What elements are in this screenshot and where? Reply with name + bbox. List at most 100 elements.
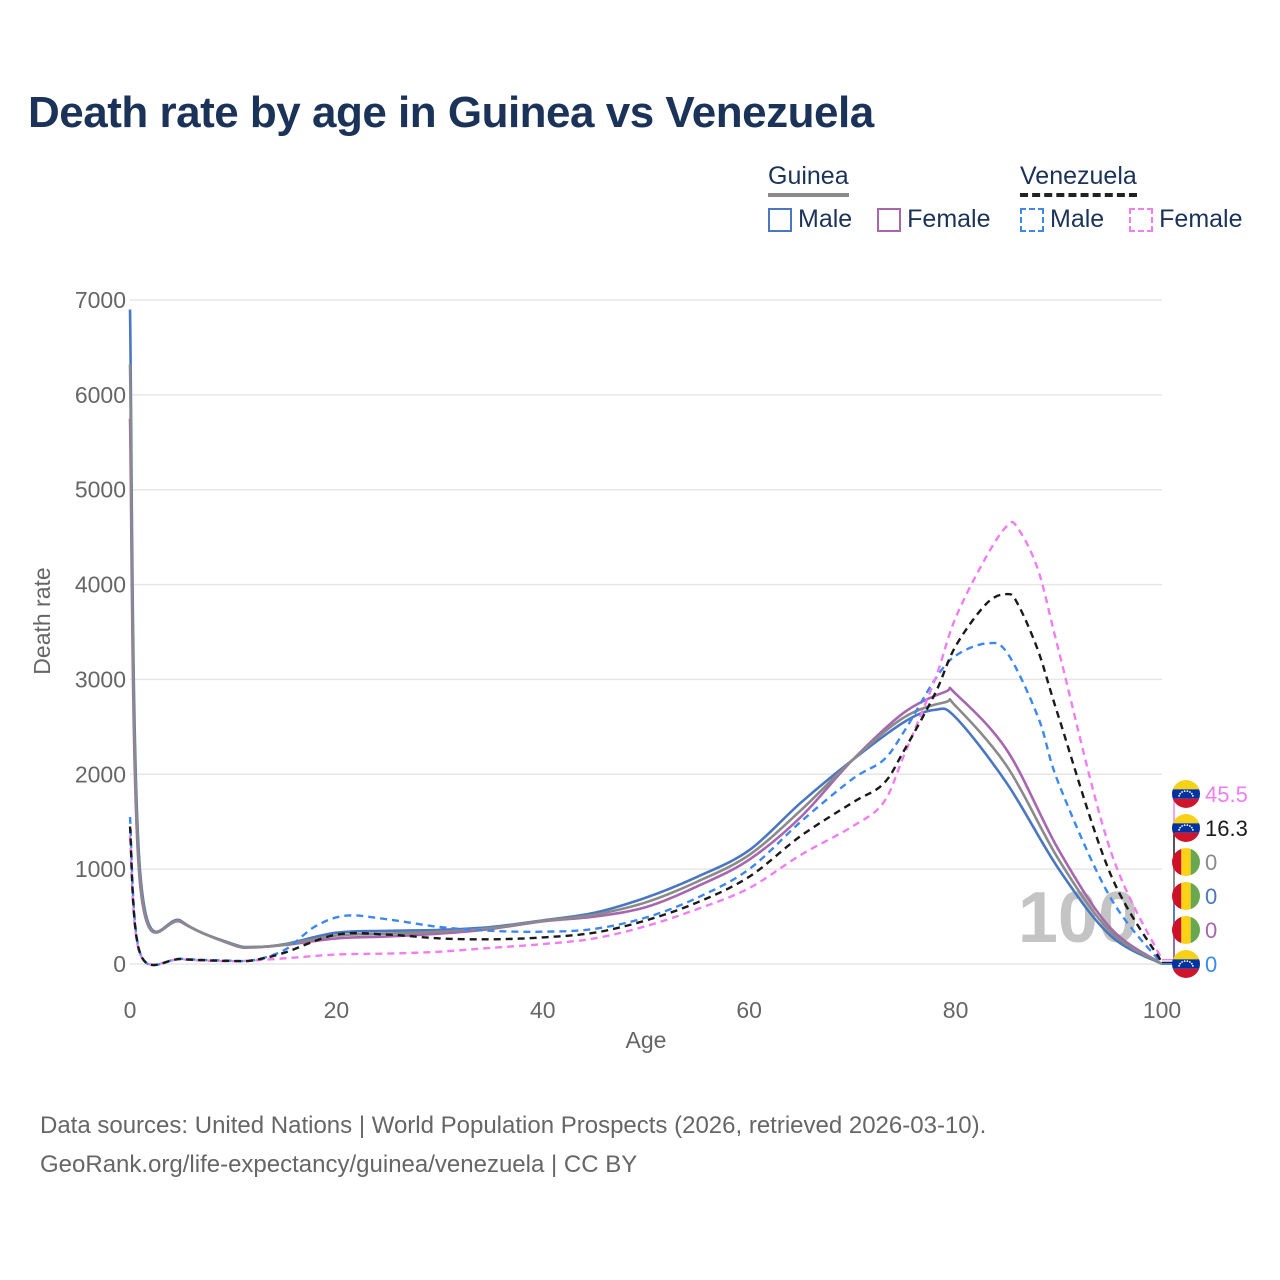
series-line-venezuela[interactable] xyxy=(128,592,1164,967)
legend-guinea-female-text: Female xyxy=(907,205,991,233)
footer-url[interactable]: GeoRank.org/life-expectancy/guinea/venez… xyxy=(40,1151,638,1178)
series-line-venezuela-male[interactable] xyxy=(128,641,1163,967)
y-tick-label: 6000 xyxy=(75,382,126,408)
flag-stripe-green xyxy=(1190,848,1200,876)
flag-star xyxy=(1179,792,1182,795)
legend-venezuela-text: Venezuela xyxy=(1020,162,1137,190)
legend-venezuela-label[interactable]: Venezuela xyxy=(1020,162,1137,197)
axes: Death rate Age 0100020003000400050006000… xyxy=(29,287,1181,1053)
legend-guinea-male-swatch xyxy=(768,207,792,232)
flag-star xyxy=(1190,962,1193,965)
series-line-guinea-female[interactable] xyxy=(128,418,1163,966)
flag-stripe-yellow xyxy=(1181,882,1191,910)
venezuela-flag-icon xyxy=(1172,950,1200,978)
flag-body xyxy=(1172,882,1200,910)
flag-star xyxy=(1181,825,1184,827)
legend-venezuela-line xyxy=(1020,193,1137,197)
x-tick-label: 20 xyxy=(324,997,350,1023)
legend-venezuela-female[interactable]: Female xyxy=(1129,205,1243,234)
flag-stripe-yellow xyxy=(1172,780,1200,790)
flag-star xyxy=(1183,824,1186,827)
flag-star xyxy=(1183,960,1186,963)
flag-stripe-yellow xyxy=(1172,814,1200,824)
flag-body xyxy=(1172,950,1200,978)
flag-stripe-red xyxy=(1172,798,1200,808)
flag-stripe-red xyxy=(1172,882,1182,910)
end-labels: 45.5 16.3 0 0 0 0 xyxy=(1162,780,1248,978)
guinea-flag-icon xyxy=(1172,882,1200,910)
end-label-value: 45.5 xyxy=(1205,782,1248,807)
flag-stripe-red xyxy=(1172,832,1200,842)
series-line-guinea-male[interactable] xyxy=(128,309,1163,966)
footer: Data sources: United Nations | World Pop… xyxy=(40,1106,986,1184)
footer-source: Data sources: United Nations | World Pop… xyxy=(40,1112,987,1139)
x-tick-label: 60 xyxy=(736,997,762,1023)
legend-venezuela-male[interactable]: Male xyxy=(1020,205,1104,234)
flag-star xyxy=(1188,825,1191,827)
flag-body xyxy=(1172,848,1200,876)
flag-star xyxy=(1183,790,1186,793)
flag-star xyxy=(1181,791,1184,793)
legend-guinea-female-swatch xyxy=(877,207,902,232)
venezuela-flag-icon xyxy=(1172,780,1200,808)
flag-stripe-yellow xyxy=(1181,848,1191,876)
flag-star xyxy=(1188,961,1191,963)
legend-venezuela-female-swatch xyxy=(1129,207,1154,232)
y-tick-label: 7000 xyxy=(75,287,126,313)
flag-star xyxy=(1181,961,1184,963)
legend-venezuela: Venezuela Male Female xyxy=(1020,162,1261,239)
legend-guinea-label[interactable]: Guinea xyxy=(768,162,849,197)
legend-venezuela-male-text: Male xyxy=(1050,205,1105,233)
legend-guinea-text: Guinea xyxy=(768,162,849,190)
y-tick-label: 1000 xyxy=(75,856,126,882)
series-line-venezuela-female[interactable] xyxy=(128,520,1164,966)
y-tick-label: 5000 xyxy=(75,477,126,503)
flag-body xyxy=(1172,780,1200,808)
x-tick-label: 100 xyxy=(1143,997,1181,1023)
flag-stripe-yellow xyxy=(1172,950,1200,960)
chart-title: Death rate by age in Guinea vs Venezuela xyxy=(28,88,874,137)
flag-stripe-blue xyxy=(1172,959,1200,969)
flag-body xyxy=(1172,916,1200,944)
legend-guinea-line xyxy=(768,193,849,197)
legend-venezuela-female-text: Female xyxy=(1159,205,1243,233)
legend-guinea: Guinea Male Female xyxy=(768,162,1009,239)
flag-body xyxy=(1172,814,1200,842)
flag-star xyxy=(1186,824,1189,827)
legend-guinea-male[interactable]: Male xyxy=(768,205,852,234)
flag-star xyxy=(1191,828,1194,831)
flag-stripe-red xyxy=(1172,916,1182,944)
flag-stripe-green xyxy=(1190,882,1200,910)
guinea-flag-icon xyxy=(1172,848,1200,876)
flag-star xyxy=(1186,790,1189,793)
flag-star xyxy=(1178,794,1181,797)
x-tick-label: 40 xyxy=(530,997,556,1023)
grid xyxy=(130,299,1162,965)
end-label-value: 16.3 xyxy=(1205,816,1248,841)
y-tick-label: 0 xyxy=(113,951,126,977)
end-label-value: 0 xyxy=(1205,850,1217,875)
x-axis-label: Age xyxy=(626,1027,667,1053)
end-label-value: 0 xyxy=(1205,918,1217,943)
flag-star xyxy=(1178,964,1181,967)
flag-stripe-blue xyxy=(1172,823,1200,833)
x-tick-label: 0 xyxy=(124,997,137,1023)
flag-star xyxy=(1188,791,1191,793)
chart-plot: Death rate Age 0100020003000400050006000… xyxy=(29,287,1248,1053)
flag-star xyxy=(1191,964,1194,967)
flag-star xyxy=(1191,794,1194,797)
venezuela-flag-icon xyxy=(1172,814,1200,842)
flag-star xyxy=(1178,828,1181,831)
series-line-guinea[interactable] xyxy=(128,364,1163,966)
flag-stripe-green xyxy=(1190,916,1200,944)
end-label-value: 0 xyxy=(1205,884,1217,909)
end-label-value: 0 xyxy=(1205,952,1217,977)
legend-guinea-female[interactable]: Female xyxy=(877,205,991,234)
legend-venezuela-male-swatch xyxy=(1020,207,1044,232)
series-lines xyxy=(128,309,1164,967)
x-tick-label: 80 xyxy=(943,997,969,1023)
y-tick-label: 2000 xyxy=(75,761,126,787)
y-tick-label: 3000 xyxy=(75,666,126,692)
flag-star xyxy=(1179,962,1182,965)
flag-star xyxy=(1190,826,1193,829)
